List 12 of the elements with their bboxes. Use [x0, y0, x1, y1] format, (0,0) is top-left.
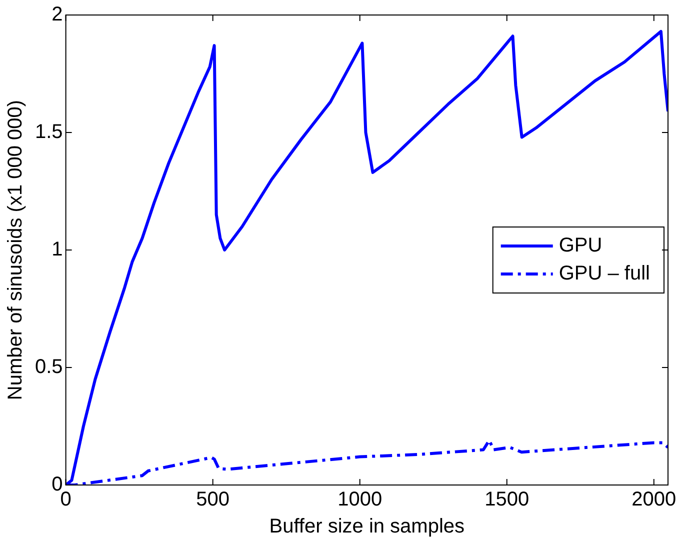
y-tick-label: 0.5 — [34, 356, 63, 378]
y-axis-title: Number of sinusoids (x1 000 000) — [4, 100, 27, 400]
y-tick-label: 1 — [52, 238, 63, 261]
x-tick-label: 500 — [196, 488, 230, 511]
x-tick-label: 1500 — [484, 488, 530, 511]
legend-label: GPU – full — [558, 262, 650, 285]
y-tick-label: 1.5 — [34, 121, 63, 144]
y-tick-label: 2 — [52, 4, 63, 26]
x-tick-label: 1000 — [338, 488, 382, 511]
x-axis-title: Buffer size in samples — [269, 516, 465, 538]
x-tick-label: 2000 — [632, 488, 676, 511]
legend-label: GPU — [558, 234, 602, 257]
